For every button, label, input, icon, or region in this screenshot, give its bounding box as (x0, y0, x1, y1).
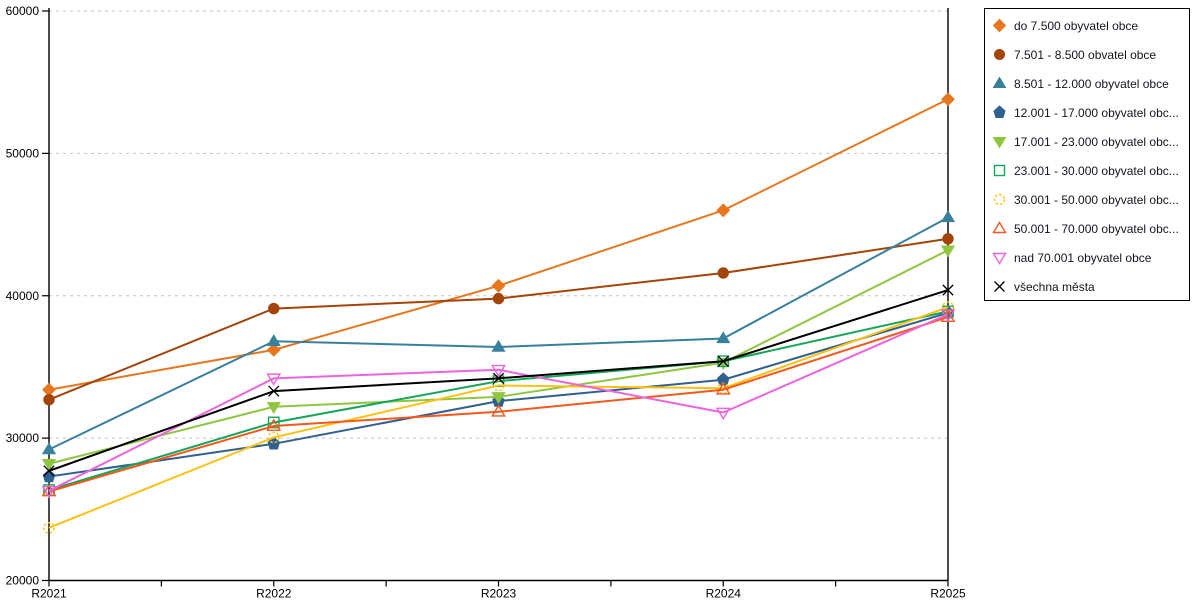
legend-item-label: 30.001 - 50.000 obyvatel obc... (1014, 192, 1179, 207)
legend-item-label: 17.001 - 23.000 obyvatel obc... (1014, 134, 1179, 149)
circle-marker (717, 267, 729, 279)
legend-item-label: 12.001 - 17.000 obyvatel obc... (1014, 105, 1179, 120)
circle-icon (994, 49, 1005, 60)
triangle-down-marker (715, 407, 731, 421)
pentagon-marker (716, 372, 730, 386)
y-tick-label: 40000 (6, 289, 40, 303)
triangle-up-marker (266, 418, 282, 431)
series-line-7 (48, 316, 949, 493)
legend-item-label: všechna města (1014, 279, 1095, 294)
triangle-down-marker (266, 373, 282, 386)
triangle-up-marker (41, 442, 57, 455)
diamond-marker (491, 278, 506, 293)
legend-item-label: 50.001 - 70.000 obyvatel obc... (1014, 221, 1179, 236)
circle-dashed-glyph (993, 193, 1006, 206)
triangle-up-marker (491, 339, 506, 352)
triangle-down-icon (992, 252, 1007, 265)
legend-item-label: nad 70.001 obyvatel obce (1014, 250, 1152, 265)
triangle-up-icon (992, 76, 1007, 88)
legend-item-label: 23.001 - 30.000 obyvatel obc... (1014, 163, 1179, 178)
series-line-6 (48, 306, 949, 529)
legend-item: 17.001 - 23.000 obyvatel obc... (985, 127, 1189, 156)
triangle-up-marker (716, 331, 731, 344)
triangle-down-marker (940, 245, 956, 258)
legend-item: 23.001 - 30.000 obyvatel obc... (985, 156, 1189, 185)
circle-dashed-marker (43, 521, 55, 534)
x-marker (268, 385, 280, 397)
diamond-marker (266, 342, 281, 357)
x-marker (43, 465, 55, 477)
pentagon-glyph (993, 105, 1006, 118)
y-tick-label: 30000 (6, 431, 40, 445)
circle-dashed-marker (492, 379, 505, 392)
x-tick-label: R2023 (481, 587, 517, 600)
legend-item: 8.501 - 12.000 obyvatel obce (985, 69, 1189, 98)
circle-glyph (994, 49, 1005, 60)
legend-item: všechna města (985, 272, 1189, 301)
legend-item-label: 8.501 - 12.000 obyvatel obce (1014, 76, 1169, 91)
triangle-down-marker (266, 402, 281, 414)
triangle-up-marker (266, 334, 281, 347)
legend-item: nad 70.001 obyvatel obce (985, 243, 1189, 272)
x-marker (942, 284, 954, 296)
series-line-8 (48, 313, 949, 492)
x-icon (994, 281, 1005, 292)
legend-item: 50.001 - 70.000 obyvatel obc... (985, 214, 1189, 243)
legend-item: 7.501 - 8.500 obvatel obce (985, 40, 1189, 69)
x-tick-label: R2022 (256, 587, 292, 600)
circle-marker (492, 292, 505, 305)
x-tick-label: R2025 (930, 587, 966, 600)
pentagon-marker (267, 436, 281, 450)
triangle-down-icon (992, 137, 1007, 149)
y-tick-label: 20000 (6, 574, 40, 588)
circle-marker (942, 233, 954, 245)
diamond-marker (941, 92, 955, 107)
circle-marker (43, 393, 55, 406)
triangle-down-marker (940, 309, 956, 322)
triangle-down-marker (41, 459, 57, 471)
diamond-icon (992, 18, 1007, 33)
diamond-marker (716, 203, 731, 218)
x-glyph (994, 281, 1005, 292)
x-tick-label: R2021 (31, 587, 67, 600)
legend-item: 12.001 - 17.000 obyvatel obc... (985, 98, 1189, 127)
triangle-down-marker (491, 392, 506, 405)
legend-item: 30.001 - 50.000 obyvatel obc... (985, 185, 1189, 214)
legend-item: do 7.500 obyvatel obce (985, 11, 1189, 40)
circle-dashed-marker (267, 431, 280, 444)
triangle-down-marker (491, 364, 506, 378)
square-glyph (993, 164, 1006, 177)
circle-marker (268, 302, 280, 315)
triangle-up-glyph (992, 221, 1007, 234)
triangle-up-marker (491, 404, 506, 417)
diamond-glyph (992, 18, 1007, 33)
legend-item-label: do 7.500 obyvatel obce (1014, 18, 1139, 33)
square-marker (267, 416, 280, 429)
triangle-down-glyph (992, 137, 1007, 149)
legend: do 7.500 obyvatel obce 7.501 - 8.500 obva… (984, 8, 1190, 301)
series-line-5 (48, 310, 949, 492)
circle-dashed-marker (942, 301, 954, 314)
triangle-up-icon (992, 221, 1007, 234)
square-icon (993, 164, 1006, 177)
triangle-up-marker (715, 382, 731, 395)
y-tick-label: 60000 (6, 4, 40, 18)
triangle-up-glyph (992, 76, 1007, 88)
y-tick-label: 50000 (6, 146, 40, 160)
triangle-up-marker (940, 210, 956, 223)
triangle-down-marker (41, 485, 57, 499)
legend-item-label: 7.501 - 8.500 obvatel obce (1014, 47, 1157, 62)
x-marker (492, 372, 505, 384)
x-marker (717, 355, 729, 367)
triangle-down-glyph (992, 252, 1007, 265)
pentagon-icon (993, 105, 1006, 118)
x-tick-label: R2024 (706, 587, 742, 600)
circle-dashed-icon (993, 193, 1006, 206)
